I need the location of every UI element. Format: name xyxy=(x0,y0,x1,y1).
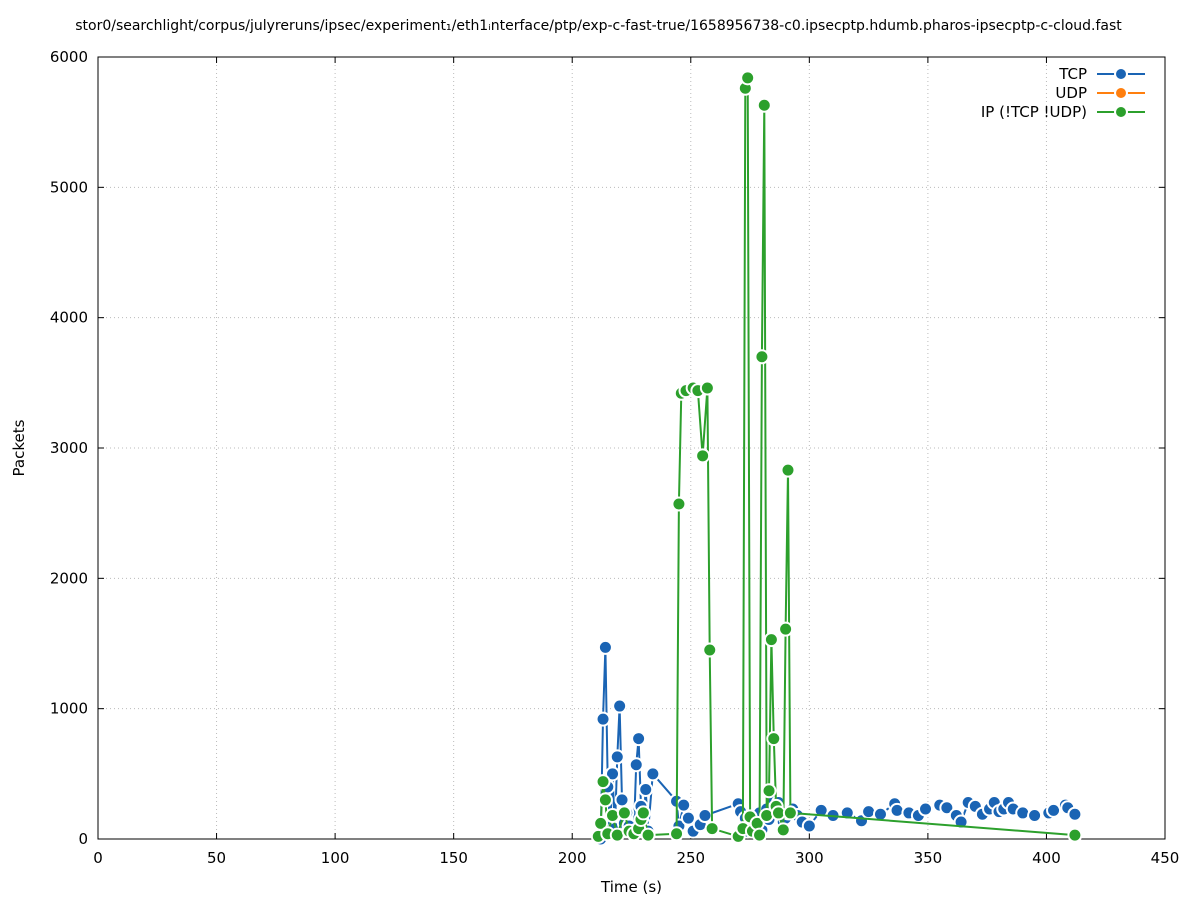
series-line-2 xyxy=(597,76,1075,838)
data-point xyxy=(593,815,609,831)
y-tick-label: 1000 xyxy=(50,700,88,718)
data-point xyxy=(628,757,644,773)
legend-label: UDP xyxy=(1055,84,1087,102)
data-point xyxy=(616,805,632,821)
legend-label: IP (!TCP !UDP) xyxy=(981,103,1087,121)
data-point xyxy=(635,805,651,821)
x-tick-label: 400 xyxy=(1032,849,1061,867)
x-tick-label: 450 xyxy=(1151,849,1180,867)
data-point xyxy=(614,792,630,808)
y-tick-label: 3000 xyxy=(50,439,88,457)
x-tick-label: 150 xyxy=(439,849,468,867)
data-point xyxy=(752,827,768,843)
data-point xyxy=(669,826,685,842)
data-point xyxy=(861,804,877,820)
legend-label: TCP xyxy=(1058,65,1087,83)
data-point xyxy=(801,818,817,834)
x-tick-label: 0 xyxy=(93,849,103,867)
x-axis-label: Time (s) xyxy=(600,878,662,896)
y-tick-label: 4000 xyxy=(50,309,88,327)
data-point xyxy=(1027,808,1043,824)
data-point xyxy=(702,642,718,658)
data-point xyxy=(1067,806,1083,822)
x-tick-label: 100 xyxy=(321,849,350,867)
data-point xyxy=(763,632,779,648)
data-point xyxy=(918,801,934,817)
x-tick-label: 50 xyxy=(207,849,226,867)
data-point xyxy=(645,766,661,782)
data-point xyxy=(676,797,692,813)
legend-marker xyxy=(1114,105,1128,119)
data-point xyxy=(1015,805,1031,821)
data-point xyxy=(699,380,715,396)
data-point xyxy=(782,805,798,821)
data-point xyxy=(780,462,796,478)
data-point xyxy=(597,792,613,808)
y-tick-label: 5000 xyxy=(50,178,88,196)
data-point xyxy=(704,821,720,837)
x-tick-label: 350 xyxy=(914,849,943,867)
data-point xyxy=(766,731,782,747)
data-point xyxy=(609,749,625,765)
data-point xyxy=(595,711,611,727)
data-point xyxy=(595,774,611,790)
data-point xyxy=(680,810,696,826)
data-point xyxy=(631,731,647,747)
data-point xyxy=(695,448,711,464)
data-point xyxy=(640,827,656,843)
data-point xyxy=(775,822,791,838)
data-point xyxy=(754,349,770,365)
data-point xyxy=(605,766,621,782)
y-axis-label: Packets xyxy=(10,419,28,476)
data-point xyxy=(761,783,777,799)
data-point xyxy=(889,802,905,818)
data-point xyxy=(778,621,794,637)
y-tick-label: 2000 xyxy=(50,569,88,587)
data-point xyxy=(939,800,955,816)
data-point xyxy=(1067,827,1083,843)
data-point xyxy=(697,808,713,824)
x-tick-label: 200 xyxy=(558,849,587,867)
x-tick-label: 250 xyxy=(676,849,705,867)
data-point xyxy=(597,639,613,655)
data-point xyxy=(740,70,756,86)
data-point xyxy=(612,698,628,714)
data-point xyxy=(605,808,621,824)
data-point xyxy=(671,496,687,512)
y-tick-label: 0 xyxy=(78,830,88,848)
data-point xyxy=(638,781,654,797)
data-point xyxy=(756,97,772,113)
chart-title: stor0/searchlight/corpus/julyreruns/ipse… xyxy=(75,18,1122,34)
legend-marker xyxy=(1114,67,1128,81)
x-tick-label: 300 xyxy=(795,849,824,867)
y-tick-label: 6000 xyxy=(50,48,88,66)
legend-marker xyxy=(1114,86,1128,100)
